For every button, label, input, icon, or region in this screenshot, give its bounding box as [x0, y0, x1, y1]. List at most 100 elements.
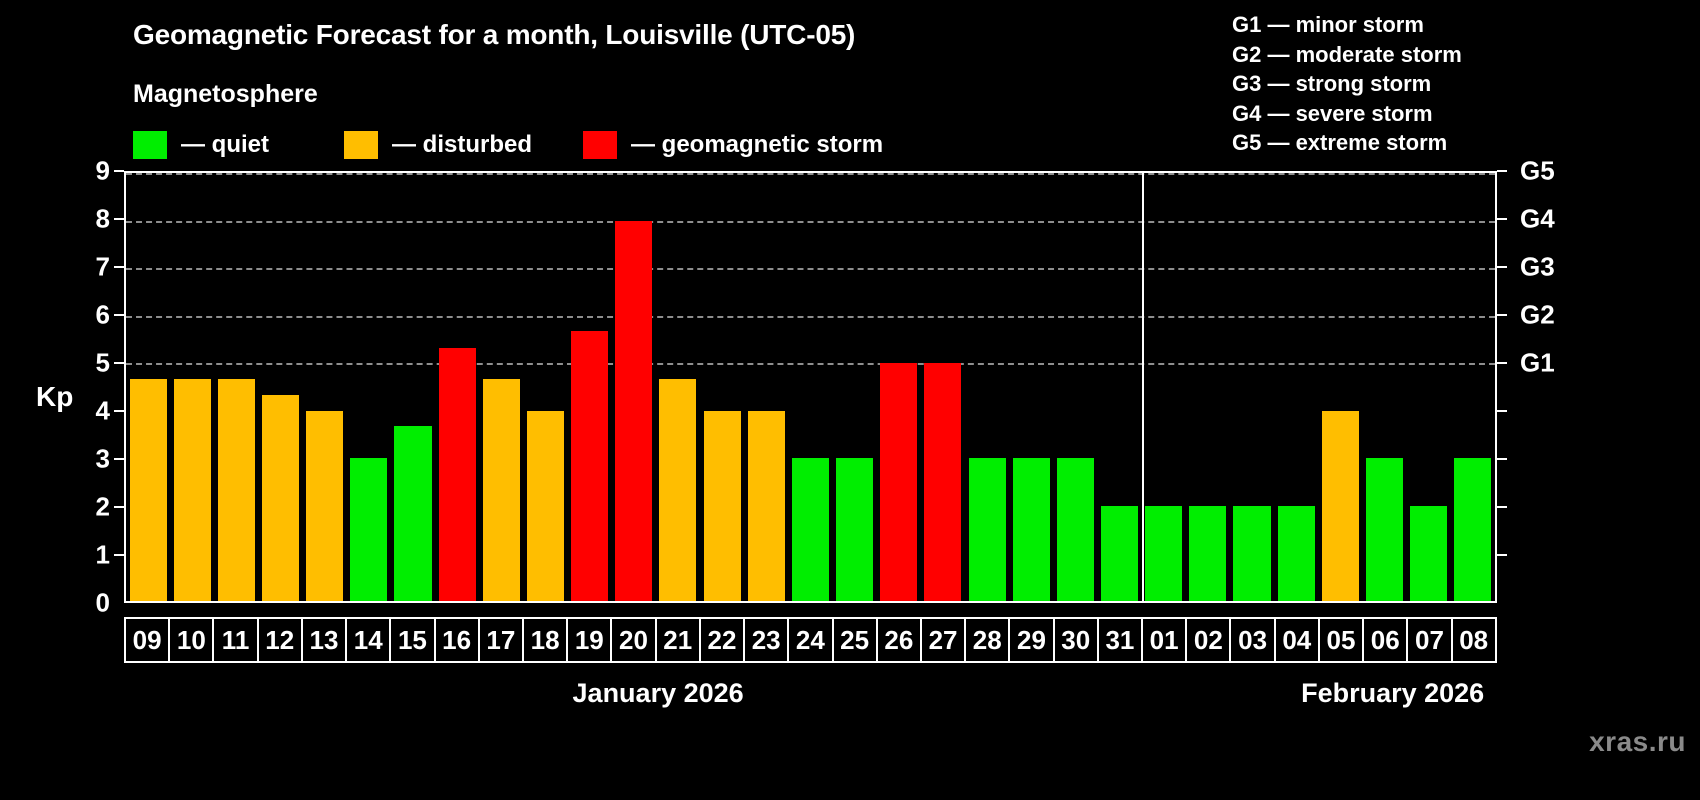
day-label-19[interactable]: 19 [566, 617, 613, 663]
bar-28[interactable] [968, 458, 1006, 601]
bar-cell[interactable] [965, 173, 1009, 601]
bar-15[interactable] [394, 426, 432, 601]
bar-cell[interactable] [656, 173, 700, 601]
bar-cell[interactable] [1186, 173, 1230, 601]
bar-17[interactable] [482, 378, 520, 601]
bar-cell[interactable] [1451, 173, 1495, 601]
bar-20[interactable] [615, 220, 653, 601]
bar-cell[interactable] [1362, 173, 1406, 601]
bar-11[interactable] [217, 378, 255, 601]
y-tick-label: 8 [95, 203, 110, 234]
day-label-06[interactable]: 06 [1362, 617, 1409, 663]
bar-08[interactable] [1454, 458, 1492, 601]
bar-cell[interactable] [1097, 173, 1141, 601]
bar-cell[interactable] [612, 173, 656, 601]
day-label-02[interactable]: 02 [1185, 617, 1232, 663]
bar-cell[interactable] [258, 173, 302, 601]
bar-19[interactable] [571, 331, 609, 601]
bar-cell[interactable] [1230, 173, 1274, 601]
day-label-29[interactable]: 29 [1008, 617, 1055, 663]
bar-29[interactable] [1012, 458, 1050, 601]
day-label-16[interactable]: 16 [433, 617, 480, 663]
day-label-12[interactable]: 12 [256, 617, 303, 663]
bar-18[interactable] [526, 410, 565, 601]
bar-10[interactable] [173, 378, 211, 601]
day-label-07[interactable]: 07 [1406, 617, 1453, 663]
bar-cell[interactable] [833, 173, 877, 601]
bar-30[interactable] [1056, 458, 1094, 601]
day-label-20[interactable]: 20 [610, 617, 657, 663]
bar-cell[interactable] [744, 173, 788, 601]
bar-24[interactable] [791, 458, 829, 601]
day-label-27[interactable]: 27 [919, 617, 967, 663]
y-tick-label: 3 [95, 443, 110, 474]
day-label-26[interactable]: 26 [875, 617, 922, 663]
day-label-14[interactable]: 14 [345, 617, 392, 663]
bar-09[interactable] [129, 378, 167, 601]
bar-cell[interactable] [126, 173, 170, 601]
day-labels: 09 10 11 12 13 14 15 16 17 18 19 20 21 22 23 24 25 26 27 28… [124, 617, 1497, 663]
bar-cell[interactable] [568, 173, 612, 601]
bar-05[interactable] [1321, 410, 1359, 601]
g-tick-mark [1497, 218, 1507, 220]
bar-27[interactable] [924, 363, 962, 601]
bar-cell[interactable] [1407, 173, 1451, 601]
bar-cell[interactable] [1274, 173, 1318, 601]
bar-cell[interactable] [1053, 173, 1097, 601]
day-label-08[interactable]: 08 [1450, 617, 1497, 663]
bar-cell[interactable] [921, 173, 965, 601]
day-label-21[interactable]: 21 [654, 617, 701, 663]
bar-21[interactable] [659, 378, 697, 601]
day-label-03[interactable]: 03 [1229, 617, 1276, 663]
bar-cell[interactable] [877, 173, 921, 601]
bar-12[interactable] [262, 395, 300, 601]
day-label-28[interactable]: 28 [964, 617, 1011, 663]
bar-cell[interactable] [1142, 173, 1186, 601]
bar-01[interactable] [1145, 505, 1183, 601]
day-label-30[interactable]: 30 [1052, 617, 1099, 663]
day-label-09[interactable]: 09 [124, 617, 171, 663]
bar-16[interactable] [438, 347, 476, 601]
g-minor-tick [1497, 506, 1507, 508]
bar-06[interactable] [1365, 458, 1403, 601]
bar-cell[interactable] [347, 173, 391, 601]
bar-cell[interactable] [479, 173, 523, 601]
bar-31[interactable] [1100, 505, 1139, 601]
bar-07[interactable] [1410, 505, 1448, 601]
bar-cell[interactable] [391, 173, 435, 601]
day-label-11[interactable]: 11 [212, 617, 259, 663]
day-label-18[interactable]: 18 [521, 617, 569, 663]
bar-cell[interactable] [214, 173, 258, 601]
bar-13[interactable] [306, 410, 344, 601]
g-tick-label-G2: G2 [1520, 299, 1555, 330]
bar-cell[interactable] [435, 173, 479, 601]
day-label-04[interactable]: 04 [1273, 617, 1320, 663]
day-label-25[interactable]: 25 [831, 617, 878, 663]
bar-02[interactable] [1189, 505, 1227, 601]
y-tick-label: 1 [95, 539, 110, 570]
bar-22[interactable] [703, 410, 741, 601]
day-label-22[interactable]: 22 [698, 617, 746, 663]
bar-14[interactable] [350, 458, 388, 601]
bar-cell[interactable] [170, 173, 214, 601]
bar-26[interactable] [880, 363, 918, 601]
bar-cell[interactable] [1009, 173, 1053, 601]
bar-03[interactable] [1233, 505, 1271, 601]
day-label-13[interactable]: 13 [300, 617, 348, 663]
day-label-17[interactable]: 17 [477, 617, 524, 663]
day-label-10[interactable]: 10 [168, 617, 215, 663]
day-label-23[interactable]: 23 [743, 617, 790, 663]
bar-25[interactable] [836, 458, 874, 601]
bar-cell[interactable] [700, 173, 744, 601]
day-label-01[interactable]: 01 [1141, 617, 1188, 663]
bar-cell[interactable] [1318, 173, 1362, 601]
day-label-05[interactable]: 05 [1317, 617, 1365, 663]
bar-cell[interactable] [523, 173, 567, 601]
bar-23[interactable] [747, 410, 785, 601]
bar-cell[interactable] [788, 173, 832, 601]
bar-04[interactable] [1277, 505, 1315, 601]
day-label-15[interactable]: 15 [389, 617, 436, 663]
day-label-31[interactable]: 31 [1096, 617, 1144, 663]
bar-cell[interactable] [303, 173, 347, 601]
day-label-24[interactable]: 24 [787, 617, 834, 663]
